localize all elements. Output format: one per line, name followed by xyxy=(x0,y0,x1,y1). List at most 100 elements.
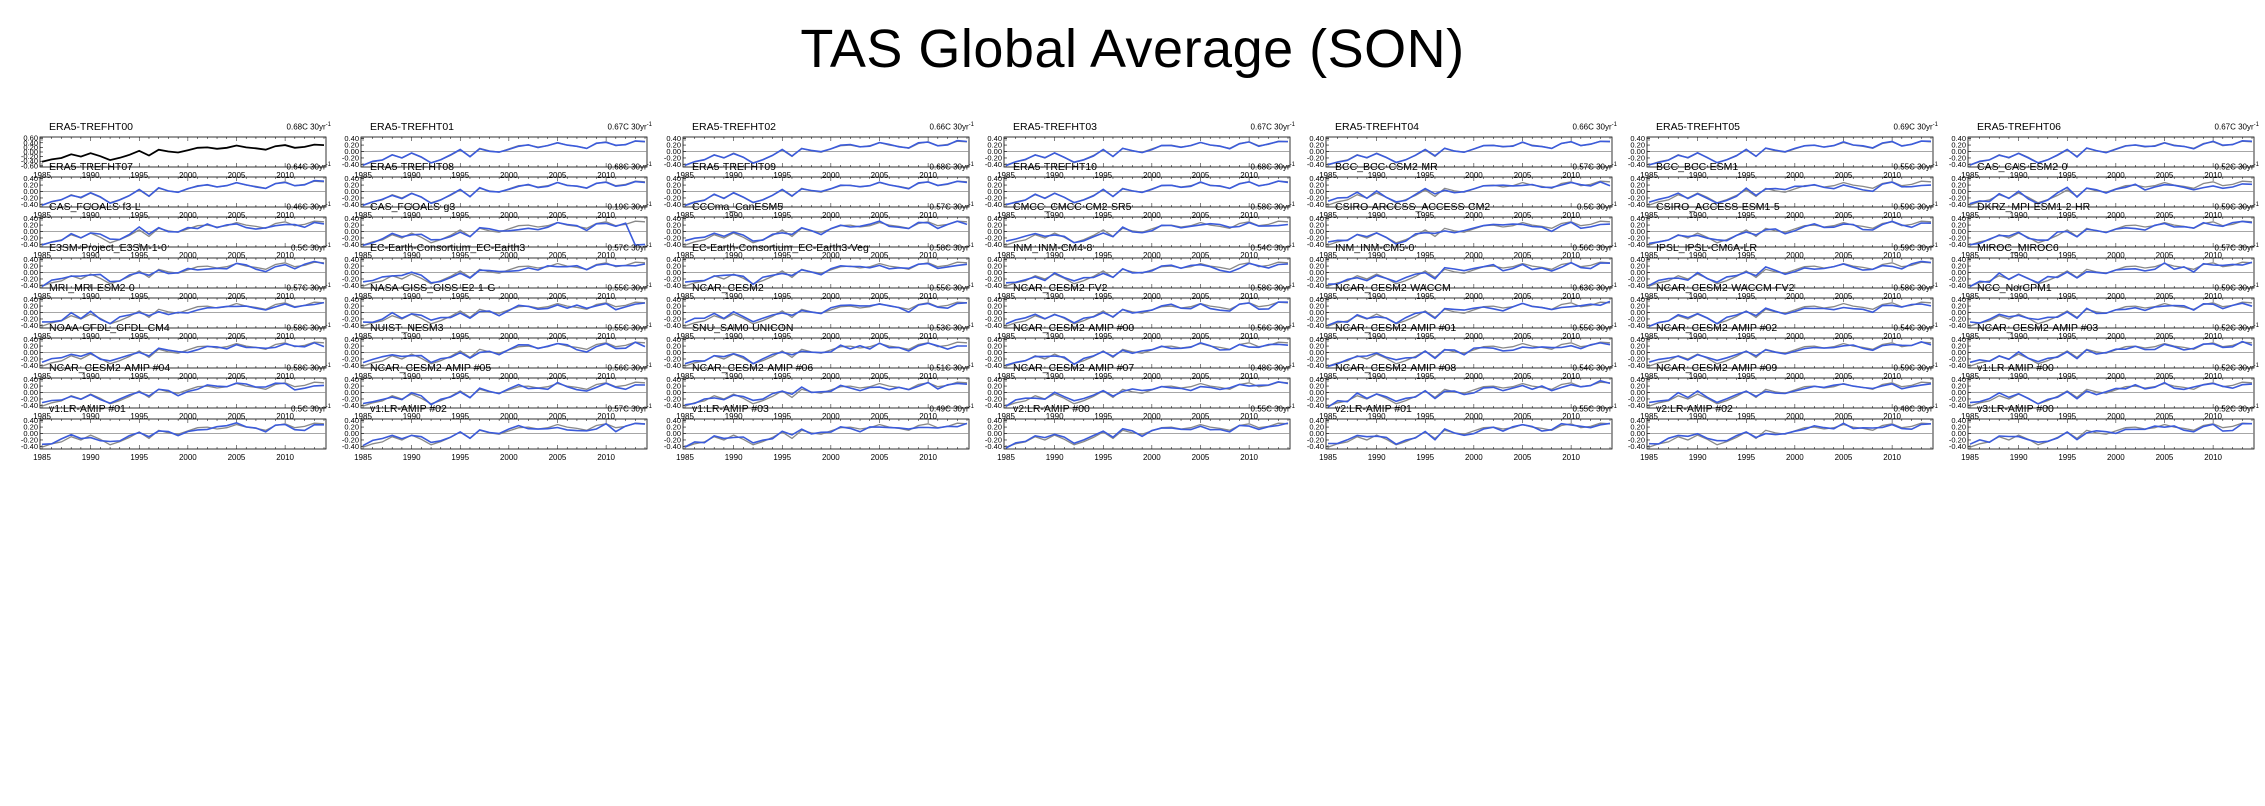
panel-trend: 0.59C 30yr-1 xyxy=(1893,243,1938,253)
y-tick-label: 0.20 xyxy=(666,221,681,230)
plot-frame xyxy=(1967,297,2255,329)
x-tick-label: 1985 xyxy=(354,412,372,421)
x-tick-label: 2010 xyxy=(1883,211,1901,220)
y-tick-label: 0.40 xyxy=(344,335,359,344)
chart-panel: ERA5-TREFHT01 0.67C 30yr-1 0.40 0.20 0.00 -0.… xyxy=(331,121,652,199)
panel-title: NASA-GISS_GISS-E2-1-G xyxy=(370,282,496,294)
panel-trend: 0.67C 30yr-1 xyxy=(2214,122,2259,132)
x-tick-label: 2000 xyxy=(1786,251,1804,260)
panel-title: E3SM-Project_E3SM-1-0 xyxy=(49,242,167,254)
x-tick-label: 2005 xyxy=(1192,251,1210,260)
x-tick-label: 1985 xyxy=(354,251,372,260)
y-tick-label: -0.40 xyxy=(342,281,359,290)
plot-frame xyxy=(1967,257,2255,289)
x-tick-label: 2005 xyxy=(2156,412,2174,421)
y-tick-label: 0.40 xyxy=(1630,214,1645,223)
plot-frame xyxy=(1325,297,1613,329)
y-tick-label: -0.40 xyxy=(1628,401,1645,410)
y-tick-label: 0.00 xyxy=(1309,388,1324,397)
x-tick-label: 1990 xyxy=(1689,251,1707,260)
y-tick-label: -0.40 xyxy=(1307,442,1324,451)
chart-panel: NCC_NorCPM1 0.59C 30yr-1 0.40 0.20 0.00 -0.20… xyxy=(1938,282,2259,360)
x-tick-label: 1990 xyxy=(403,211,421,220)
x-tick-label: 2005 xyxy=(871,372,889,381)
panel-title: ERA5-TREFHT00 xyxy=(49,121,134,133)
y-tick-label: -0.20 xyxy=(21,152,38,161)
panel-title: NCAR_CESM2-AMIP #03 xyxy=(1977,322,2099,334)
x-tick-label: 1990 xyxy=(1689,211,1707,220)
x-tick-label: 1990 xyxy=(82,332,100,341)
y-tick-label: 0.00 xyxy=(666,388,681,397)
x-tick-label: 2010 xyxy=(1240,332,1258,341)
panel-trend: 0.57C 30yr-1 xyxy=(1572,162,1617,172)
y-tick-label: 0.40 xyxy=(344,295,359,304)
panel-trend: 0.57C 30yr-1 xyxy=(286,283,331,293)
y-tick-label: 0.20 xyxy=(344,141,359,150)
x-tick-label: 2010 xyxy=(2204,171,2222,180)
x-tick-label: 2010 xyxy=(1562,251,1580,260)
y-tick-label: 0.00 xyxy=(344,308,359,317)
x-tick-label: 1990 xyxy=(1046,412,1064,421)
y-tick-label: 0.20 xyxy=(344,221,359,230)
x-tick-label: 2010 xyxy=(2204,332,2222,341)
panel-trend: 0.5C 30yr-1 xyxy=(1576,202,1617,212)
y-tick-label: 0.20 xyxy=(23,262,38,271)
x-tick-label: 1985 xyxy=(997,251,1015,260)
x-tick-label: 2000 xyxy=(2107,292,2125,301)
x-tick-label: 1995 xyxy=(130,251,148,260)
x-tick-label: 2010 xyxy=(2204,251,2222,260)
x-tick-label: 1985 xyxy=(1961,372,1979,381)
observed-line xyxy=(1005,422,1289,448)
x-tick-label: 2010 xyxy=(919,251,937,260)
model-line xyxy=(362,263,646,284)
x-tick-label: 1985 xyxy=(676,332,694,341)
y-tick-label: -0.20 xyxy=(21,314,38,323)
y-tick-label: -0.40 xyxy=(1628,281,1645,290)
x-tick-label: 2000 xyxy=(1143,372,1161,381)
model-line xyxy=(684,139,968,167)
y-tick-label: 0.20 xyxy=(1630,181,1645,190)
x-tick-label: 2005 xyxy=(1514,412,1532,421)
y-tick-label: 0.40 xyxy=(987,335,1002,344)
panel-trend: 0.5C 30yr-1 xyxy=(290,404,331,414)
chart-panel: ERA5-TREFHT10 0.68C 30yr-1 0.40 0.20 0.00 -0.… xyxy=(974,161,1295,239)
panel-trend: 0.58C 30yr-1 xyxy=(1250,202,1295,212)
panel-title: CCCma_CanESM5 xyxy=(692,201,784,213)
panel-trend: 0.19C 30yr-1 xyxy=(607,202,652,212)
y-tick-label: 0.20 xyxy=(1309,141,1324,150)
model-line xyxy=(684,302,968,324)
x-tick-label: 1995 xyxy=(1737,453,1755,462)
chart-panel: v1.LR-AMIP #02 0.57C 30yr-1 0.40 0.20 0.00 -0… xyxy=(331,403,652,481)
y-tick-label: 0.00 xyxy=(23,227,38,236)
y-tick-label: -0.20 xyxy=(342,274,359,283)
x-tick-label: 1990 xyxy=(1368,211,1386,220)
y-tick-label: -0.20 xyxy=(342,435,359,444)
x-tick-label: 2000 xyxy=(1143,171,1161,180)
y-tick-label: -0.40 xyxy=(342,401,359,410)
panel-title: ERA5-TREFHT01 xyxy=(370,121,455,133)
model-line xyxy=(1969,220,2253,246)
panel-trend: 0.58C 30yr-1 xyxy=(929,243,974,253)
x-tick-label: 2005 xyxy=(228,332,246,341)
y-tick-label: 0.20 xyxy=(23,423,38,432)
y-tick-label: 0.20 xyxy=(1630,141,1645,150)
y-tick-label: -0.40 xyxy=(985,321,1002,330)
y-tick-label: 0.20 xyxy=(344,382,359,391)
y-tick-label: 0.20 xyxy=(344,423,359,432)
y-tick-label: -0.40 xyxy=(1949,281,1966,290)
x-tick-label: 1990 xyxy=(82,412,100,421)
x-tick-label: 2010 xyxy=(919,412,937,421)
y-tick-label: -0.20 xyxy=(1628,193,1645,202)
y-tick-label: -0.40 xyxy=(664,321,681,330)
chart-panel: MIROC_MIROC6 0.57C 30yr-1 0.40 0.20 0.00 -0.2… xyxy=(1938,242,2259,320)
x-tick-label: 2000 xyxy=(1465,372,1483,381)
panel-trend: 0.57C 30yr-1 xyxy=(2214,243,2259,253)
x-tick-label: 1985 xyxy=(676,453,694,462)
x-tick-label: 2000 xyxy=(500,453,518,462)
x-tick-label: 2005 xyxy=(1835,453,1853,462)
y-tick-label: -0.20 xyxy=(1949,233,1966,242)
